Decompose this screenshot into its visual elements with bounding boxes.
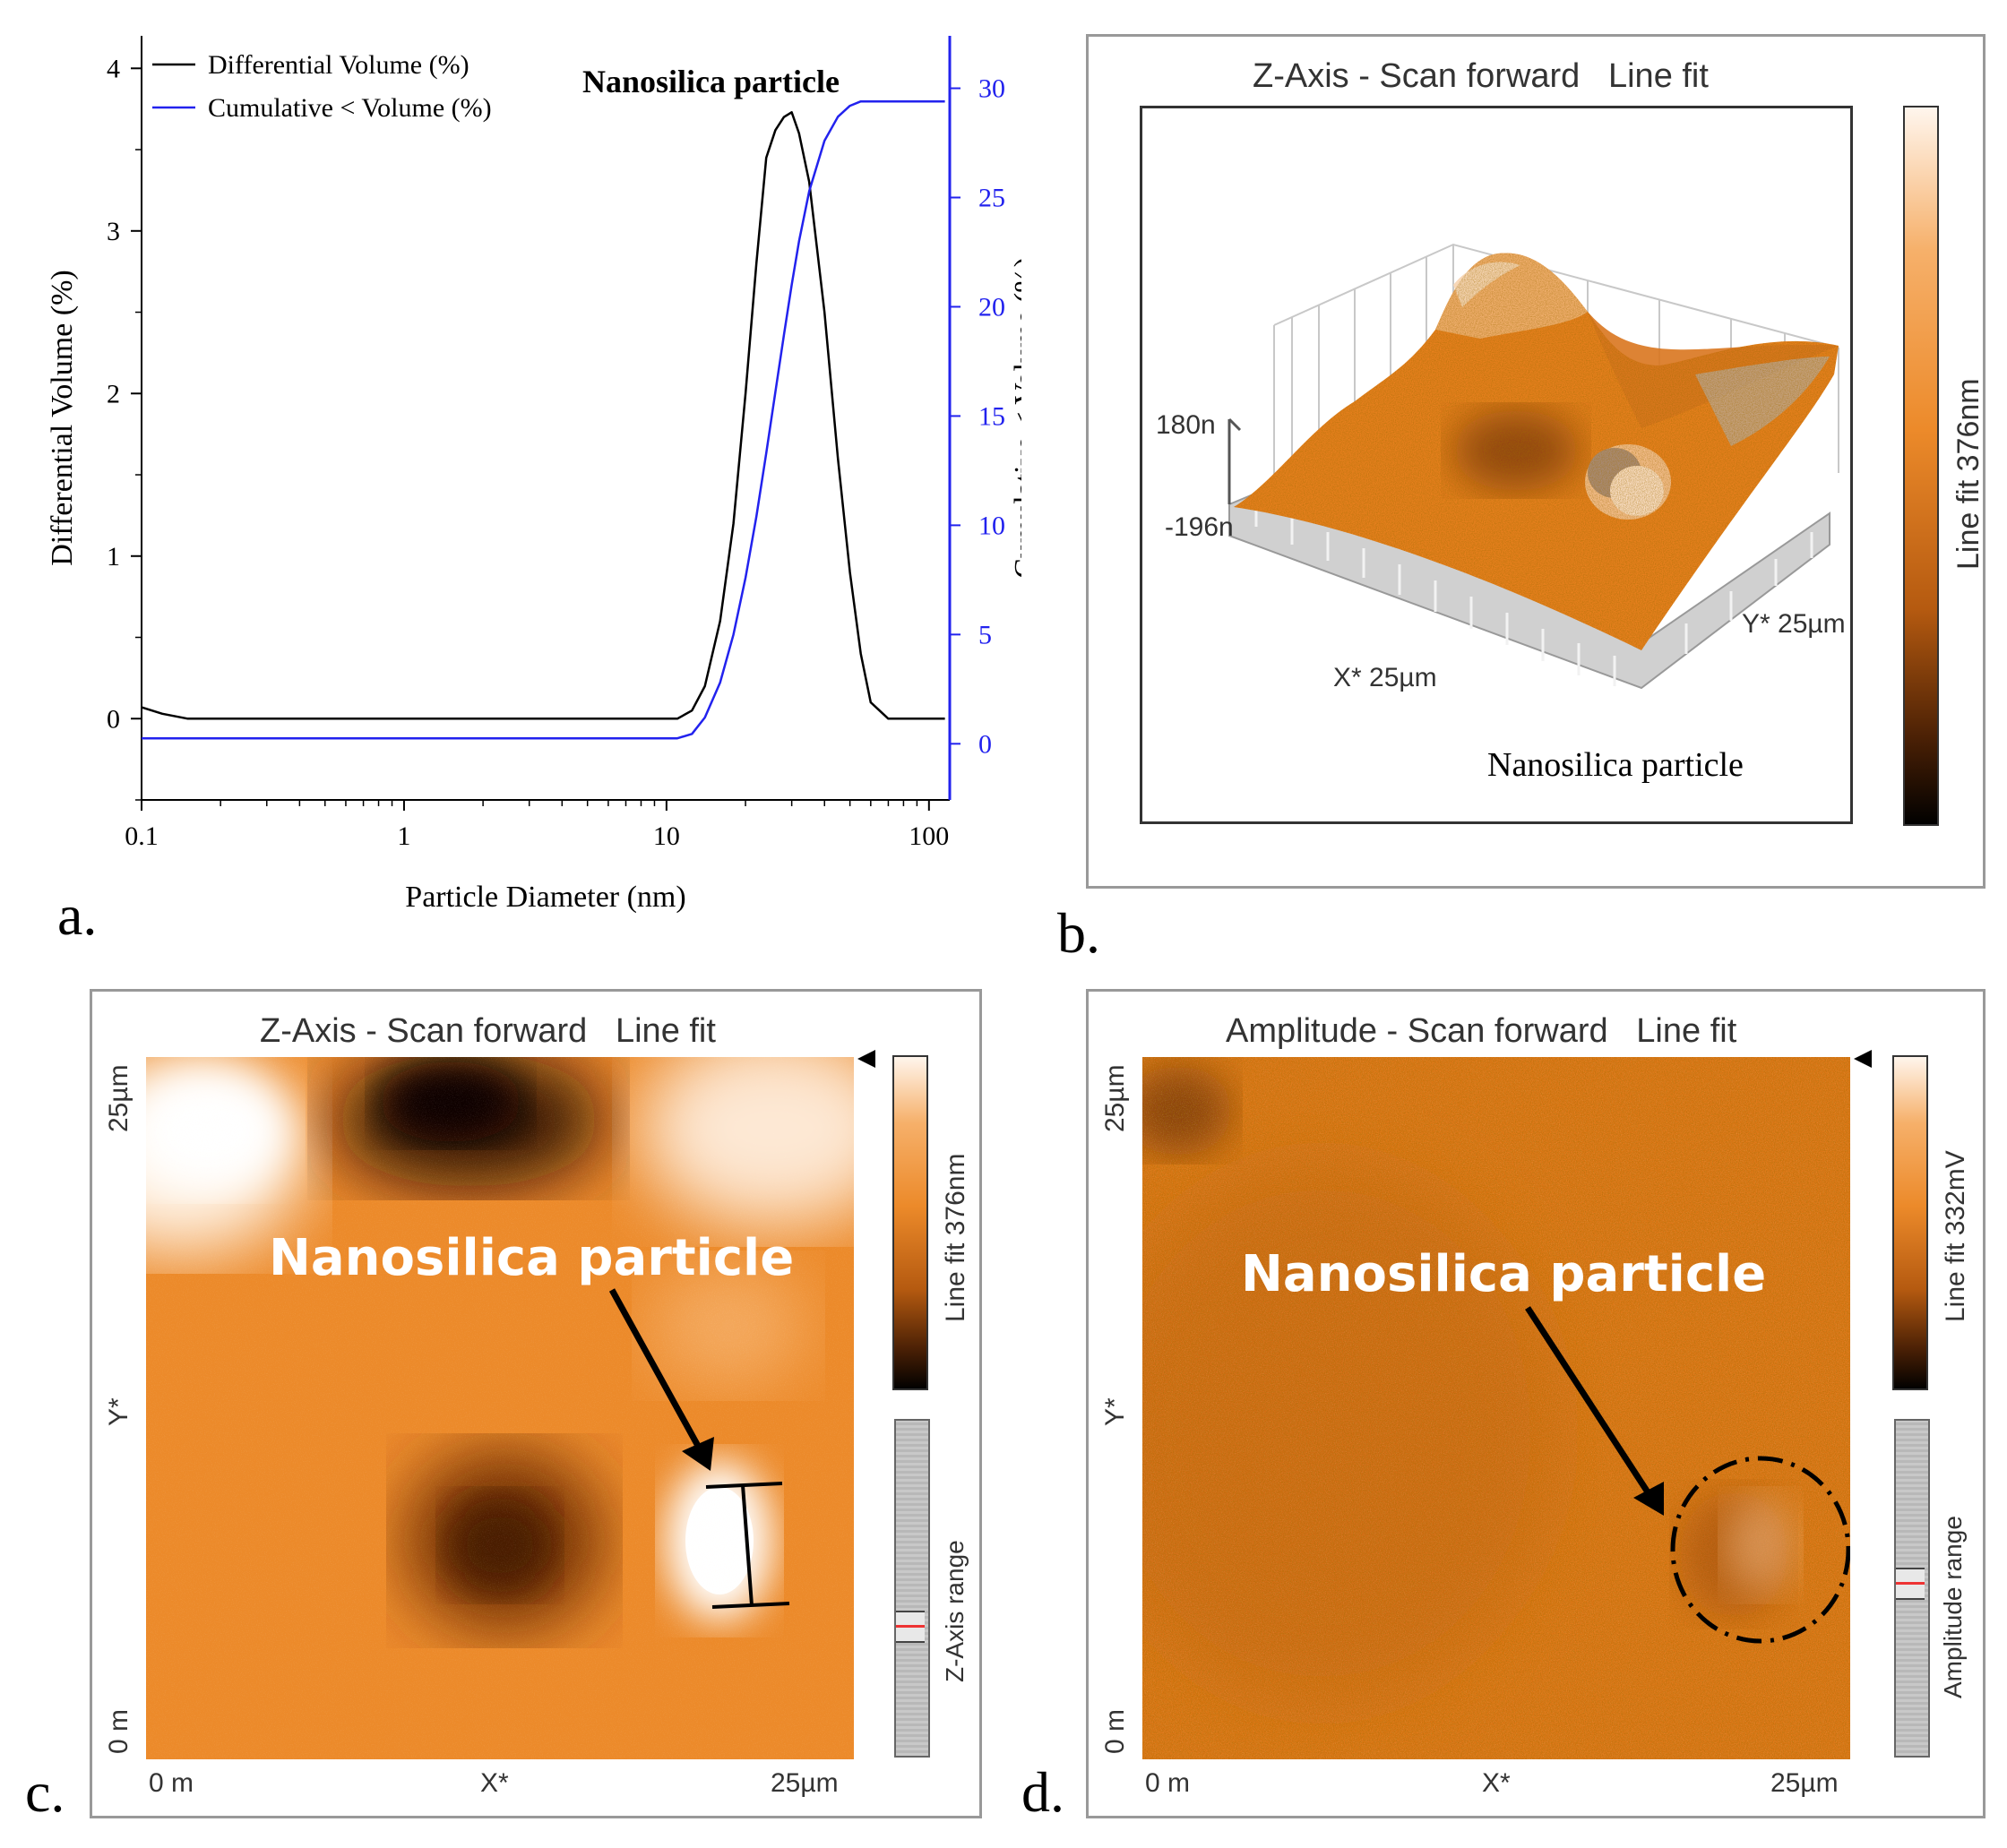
panel-c-height-map (146, 1057, 854, 1759)
panel-b-x-label: X* 25µm (1333, 663, 1437, 692)
legend-label-2: Cumulative < Volume (%) (208, 93, 492, 123)
panel-d-x-left-label: 0 m (1145, 1768, 1191, 1798)
panel-label-a: a. (57, 883, 98, 947)
panel-c-range-thumb[interactable] (896, 1611, 925, 1643)
particle-size-chart: 0.1 1 10 100 0 1 2 3 4 0 5 10 15 20 25 30 Particle Diame… (46, 36, 1021, 914)
y2-tick-label: 30 (978, 74, 1005, 104)
y-tick-label: 0 (107, 704, 120, 734)
panel-c-x-mid-label: X* (480, 1768, 509, 1798)
panel-c-y-top-label: 25µm (104, 1064, 134, 1132)
panel-d-x-right-label: 25µm (1770, 1768, 1839, 1798)
y2-tick-label: 0 (978, 729, 992, 759)
x-tick-label: 0.1 (125, 821, 159, 851)
panel-c-title: Z-Axis - Scan forward Line fit (260, 1012, 716, 1050)
panel-c-marker-triangle (857, 1050, 875, 1068)
panel-b-annotation: Nanosilica particle (1487, 746, 1744, 784)
panel-d-range-thumb[interactable] (1896, 1568, 1925, 1600)
y-tick-label: 2 (107, 379, 120, 408)
panel-d-colorbar (1892, 1055, 1928, 1390)
panel-d-range-label: Amplitude range (1939, 1516, 1967, 1698)
panel-label-c: c. (25, 1760, 65, 1824)
y2-tick-label: 5 (978, 620, 992, 649)
panel-c-colorbar (892, 1055, 928, 1390)
panel-d-x-mid-label: X* (1482, 1768, 1511, 1798)
chart-annotation: Nanosilica particle (582, 64, 840, 99)
x-axis-label: Particle Diameter (nm) (405, 881, 685, 914)
panel-d-title: Amplitude - Scan forward Line fit (1226, 1012, 1737, 1050)
y2-tick-label: 25 (978, 184, 1005, 213)
panel-d-amplitude-map (1142, 1057, 1850, 1759)
legend-label-1: Differential Volume (%) (208, 50, 469, 80)
x-tick-label: 10 (653, 821, 680, 851)
x-tick-label: 1 (397, 821, 410, 851)
panel-c-y-bottom-label: 0 m (104, 1708, 134, 1754)
panel-c-colorbar-label: Line fit 376nm (941, 1153, 970, 1322)
panel-b-z-top-label: 180n (1156, 410, 1216, 440)
y-axis-label: Differential Volume (%) (46, 270, 79, 565)
panel-b-y-label: Y* 25µm (1742, 609, 1846, 639)
panel-d-marker-triangle (1854, 1050, 1872, 1068)
panel-b-title: Z-Axis - Scan forward Line fit (1253, 57, 1709, 95)
panel-c-range-label: Z-Axis range (941, 1540, 969, 1682)
y2-axis-label: Cumulative < Volume (%) (1009, 257, 1021, 579)
panel-b-colorbar-label: Line fit 376nm (1951, 378, 1985, 570)
panel-label-d: d. (1021, 1760, 1064, 1824)
panel-c-x-left-label: 0 m (149, 1768, 194, 1798)
panel-d-colorbar-label: Line fit 332mV (1941, 1150, 1970, 1322)
y-tick-label: 3 (107, 217, 120, 246)
y2-tick-label: 10 (978, 511, 1005, 540)
x-tick-label: 100 (909, 821, 949, 851)
panel-d-y-top-label: 25µm (1100, 1064, 1130, 1132)
series-line-1 (141, 111, 945, 720)
panel-c-annotation: Nanosilica particle (269, 1229, 795, 1287)
y2-tick-label: 20 (978, 292, 1005, 322)
panel-b-3d-surface (1227, 243, 1839, 690)
panel-label-b: b. (1057, 901, 1100, 965)
panel-b-colorbar (1903, 106, 1939, 826)
y-tick-label: 4 (107, 54, 120, 83)
panel-d-annotation: Nanosilica particle (1241, 1245, 1767, 1303)
panel-c-x-right-label: 25µm (771, 1768, 839, 1798)
panel-d-y-bottom-label: 0 m (1100, 1708, 1130, 1754)
panel-b-z-bottom-label: -196n (1165, 512, 1234, 542)
panel-d-y-mid-label: Y* (1100, 1397, 1130, 1426)
panel-c-y-mid-label: Y* (104, 1397, 134, 1426)
panel-c-range-scrollbar[interactable] (894, 1419, 930, 1758)
y2-tick-label: 15 (978, 401, 1005, 431)
y-tick-label: 1 (107, 542, 120, 572)
series-line-2 (142, 99, 945, 740)
